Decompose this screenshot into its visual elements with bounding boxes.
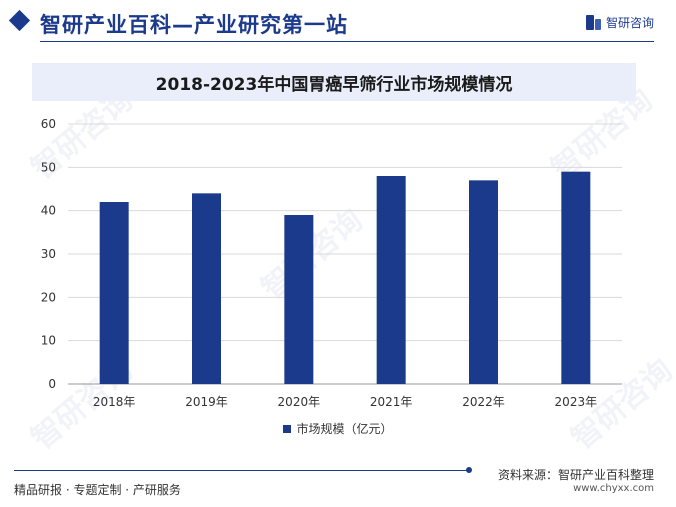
y-tick-label: 0 [48, 377, 56, 391]
y-tick-label: 60 [41, 117, 56, 131]
footer-divider-dot [466, 467, 472, 473]
bar [376, 176, 406, 384]
x-tick-label: 2019年 [185, 395, 228, 409]
chart-title: 2018-2023年中国胃癌早筛行业市场规模情况 [155, 74, 513, 95]
x-tick-label: 2022年 [462, 395, 505, 409]
footer-source: 资料来源：智研产业百科整理 [497, 468, 654, 482]
footer-services: 精品研报 · 专题定制 · 产研服务 [14, 483, 181, 497]
x-tick-label: 2021年 [370, 395, 413, 409]
bar [561, 171, 591, 384]
x-tick-label: 2023年 [555, 395, 598, 409]
chart-legend: 市场规模（亿元） [0, 420, 676, 437]
footer-url: www.chyxx.com [573, 483, 654, 494]
y-tick-label: 10 [41, 334, 56, 348]
y-tick-label: 20 [41, 290, 56, 304]
x-tick-label: 2020年 [278, 395, 321, 409]
bar [99, 202, 129, 384]
bar-chart: 0 10 20 30 40 50 60 2018年 2019年 2020年 2021年 2022年 20… [41, 117, 622, 409]
brand-logo: 智研咨询 [585, 14, 654, 31]
y-tick-label: 50 [41, 160, 56, 174]
y-tick-label: 30 [41, 247, 56, 261]
brand-logo-icon [585, 15, 601, 30]
header-divider [40, 41, 654, 42]
diamond-icon [8, 9, 31, 32]
chart-title-band: 2018-2023年中国胃癌早筛行业市场规模情况 [32, 63, 636, 101]
brand-logo-text: 智研咨询 [605, 16, 654, 30]
bar [284, 215, 314, 384]
page-title: 智研产业百科—产业研究第一站 [40, 13, 348, 37]
y-tick-label: 40 [41, 204, 56, 218]
bar [469, 180, 498, 384]
legend-label: 市场规模（亿元） [296, 422, 393, 436]
footer-divider [14, 470, 468, 471]
page-header: 智研产业百科—产业研究第一站 智研咨询 [0, 0, 676, 44]
legend-swatch [283, 424, 292, 433]
x-tick-label: 2018年 [93, 395, 136, 409]
bar [192, 193, 221, 384]
